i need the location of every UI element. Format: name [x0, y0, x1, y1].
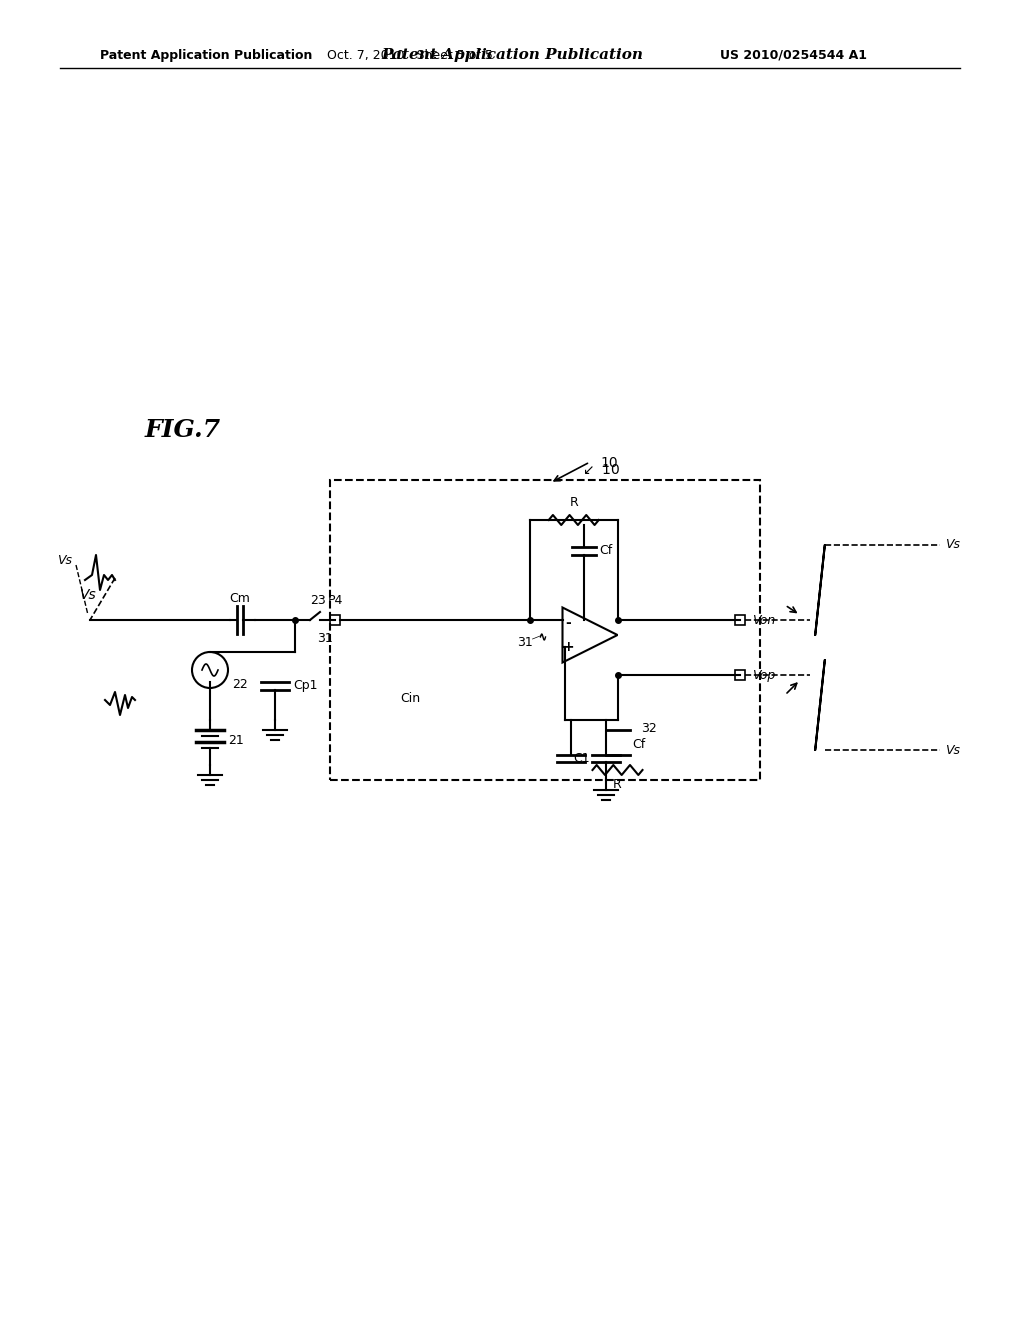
Bar — [735, 671, 745, 680]
Text: 22: 22 — [232, 678, 248, 692]
Text: Von: Von — [752, 614, 775, 627]
Text: 23: 23 — [310, 594, 326, 606]
Text: Vs: Vs — [80, 587, 96, 602]
Text: 31: 31 — [317, 631, 333, 644]
Text: 10: 10 — [600, 455, 617, 470]
Text: Cp1: Cp1 — [293, 680, 317, 693]
Text: P4: P4 — [328, 594, 343, 606]
Text: 32: 32 — [641, 722, 657, 734]
Text: Cin: Cin — [400, 692, 420, 705]
Text: Patent Application Publication: Patent Application Publication — [100, 49, 312, 62]
Text: Vs: Vs — [945, 743, 961, 756]
Text: Oct. 7, 2010   Sheet 5 of 5: Oct. 7, 2010 Sheet 5 of 5 — [327, 49, 493, 62]
Text: R: R — [613, 779, 622, 792]
Text: 21: 21 — [228, 734, 244, 747]
Text: Vs: Vs — [945, 539, 961, 552]
Text: FIG.7: FIG.7 — [145, 418, 221, 442]
Bar — [330, 615, 340, 624]
Text: Cf: Cf — [599, 544, 612, 557]
Text: +: + — [562, 640, 574, 653]
Text: R: R — [569, 495, 579, 508]
Text: 31: 31 — [517, 636, 532, 649]
Text: Vop: Vop — [752, 668, 775, 681]
Text: Vs: Vs — [57, 553, 72, 566]
Bar — [735, 615, 745, 624]
Text: Cf: Cf — [633, 738, 646, 751]
Text: -: - — [565, 616, 571, 630]
Text: Cm: Cm — [229, 591, 251, 605]
Text: C1: C1 — [573, 751, 590, 764]
Text: US 2010/0254544 A1: US 2010/0254544 A1 — [720, 49, 867, 62]
Text: $\swarrow$ 10: $\swarrow$ 10 — [580, 463, 621, 477]
Text: Patent Application Publication: Patent Application Publication — [381, 48, 643, 62]
